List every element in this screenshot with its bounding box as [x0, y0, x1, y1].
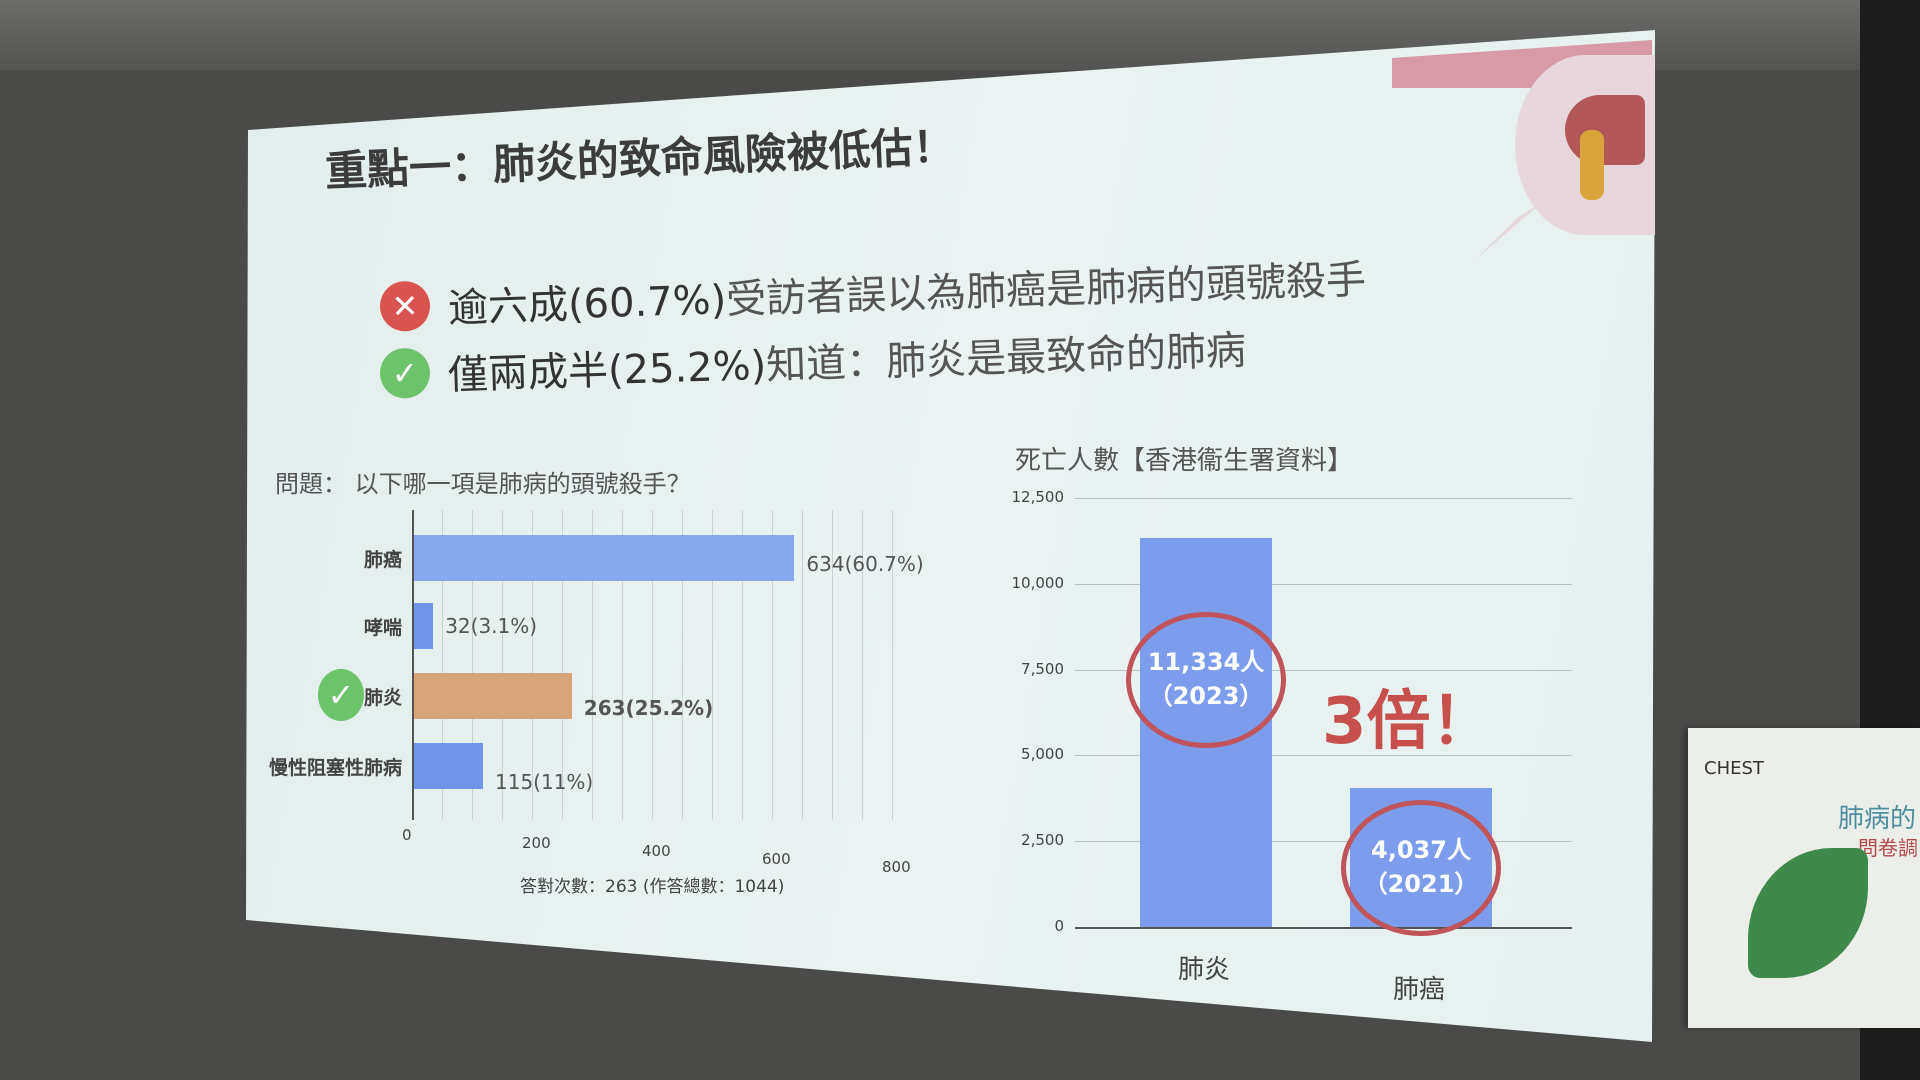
highlight-circle — [1341, 800, 1501, 936]
check-circle-icon: ✓ — [318, 669, 364, 721]
x-category-label: 肺炎 — [1178, 955, 1231, 985]
data-label: 634(60.7%) — [806, 552, 924, 576]
standee-line1: 肺病的 — [1838, 804, 1917, 834]
y-tick-label: 10,000 — [1011, 573, 1065, 592]
y-axis-line — [412, 510, 414, 820]
lung-illustration-icon — [1565, 95, 1645, 165]
standee-line2: 問卷調 — [1858, 836, 1918, 860]
x-circle-icon: ✕ — [379, 280, 431, 332]
grid-line — [532, 510, 533, 820]
bullet-stat: 僅兩成半(25.2%) — [447, 342, 767, 399]
leaf-illustration — [1748, 848, 1868, 978]
data-label-year: （2021） — [1363, 870, 1479, 898]
grid-line — [892, 510, 893, 820]
grid-line — [1075, 669, 1572, 671]
grid-line — [802, 510, 803, 820]
grid-line — [772, 510, 773, 820]
grid-line — [1075, 583, 1572, 585]
grid-line — [862, 510, 863, 820]
bullet-stat: 逾六成(60.7%) — [447, 277, 727, 332]
grid-line — [502, 510, 503, 820]
grid-line — [1075, 498, 1572, 499]
bar-2 — [414, 673, 572, 719]
grid-line — [442, 510, 443, 820]
x-tick-label: 800 — [882, 858, 911, 876]
y-tick-label: 5,000 — [1021, 745, 1064, 764]
category-label: 肺癌 — [363, 549, 402, 571]
survey-chart-title: 問題： 以下哪一項是肺病的頭號殺手？ — [275, 470, 691, 498]
highlight-circle — [1126, 612, 1286, 748]
emphasis-text: 3倍！ — [1322, 685, 1495, 759]
bar-1 — [414, 603, 434, 649]
grid-line — [592, 510, 593, 820]
data-label: 115(11%) — [495, 770, 594, 794]
grid-line — [472, 510, 473, 820]
check-circle-icon: ✓ — [379, 347, 431, 399]
category-label: 哮喘 — [363, 617, 402, 639]
category-label: 肺炎 — [363, 687, 402, 709]
category-label: 慢性阻塞性肺病 — [268, 757, 402, 779]
x-tick-label: 400 — [642, 842, 671, 860]
data-label: 32(3.1%) — [445, 614, 538, 638]
x-tick-label: 600 — [762, 850, 791, 868]
y-tick-label: 2,500 — [1021, 831, 1064, 850]
grid-line — [712, 510, 713, 820]
deaths-chart-title: 死亡人數【香港衞生署資料】 — [1015, 446, 1354, 476]
data-label: 263(25.2%) — [583, 696, 714, 720]
grid-line — [562, 510, 563, 820]
grid-line — [742, 510, 743, 820]
bar-3 — [414, 743, 483, 789]
grid-line — [1075, 755, 1572, 757]
data-label-value: 4,037人 — [1371, 836, 1471, 864]
data-label-year: （2023） — [1148, 682, 1264, 710]
y-tick-label: 12,500 — [1011, 488, 1065, 506]
x-tick-label: 0 — [402, 826, 412, 844]
y-tick-label: 7,500 — [1021, 659, 1064, 678]
chest-logo: CHEST — [1704, 758, 1764, 779]
grid-line — [1075, 927, 1572, 929]
bar-0 — [414, 535, 795, 581]
y-tick-label: 0 — [1054, 917, 1064, 935]
grid-line — [1075, 841, 1572, 843]
drip-decor — [1580, 130, 1604, 200]
data-label-value: 11,334人 — [1147, 648, 1265, 676]
survey-x-label: 答對次數：263 (作答總數：1044) — [520, 877, 785, 897]
grid-line — [622, 510, 623, 820]
grid-line — [652, 510, 653, 820]
sponsor-logos: CHEST — [1704, 758, 1764, 779]
x-category-label: 肺癌 — [1393, 975, 1446, 1005]
x-tick-label: 200 — [522, 834, 551, 852]
grid-line — [682, 510, 683, 820]
standee-banner: CHEST 肺病的 問卷調 — [1688, 728, 1920, 1028]
grid-line — [832, 510, 833, 820]
